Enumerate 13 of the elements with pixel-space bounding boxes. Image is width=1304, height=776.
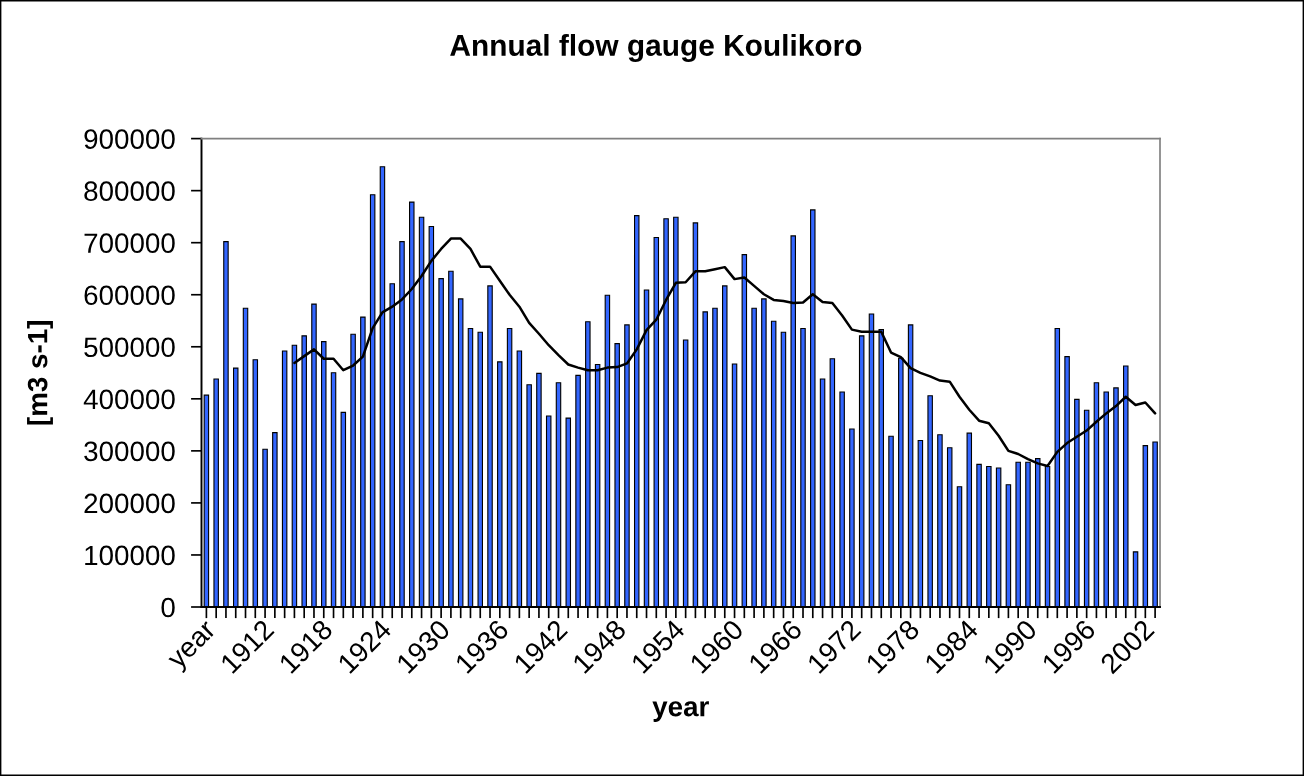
chart-title: Annual flow gauge Koulikoro (450, 34, 862, 62)
y-tick-label: 500000 (84, 337, 175, 358)
y-tick-label: 900000 (84, 129, 175, 149)
y-tick-label: 700000 (84, 233, 175, 254)
y-tick-label: 800000 (84, 181, 175, 201)
y-axis-title: [m3 s-1] (27, 321, 53, 425)
y-tick-label: 200000 (84, 493, 175, 514)
x-axis-title: year (652, 701, 709, 722)
y-tick-label: 300000 (84, 441, 175, 462)
y-tick-label: 400000 (83, 389, 175, 410)
y-tick-label: 100000 (85, 545, 175, 566)
y-tick-label: 0 (161, 597, 175, 618)
y-tick-label: 600000 (84, 285, 175, 306)
